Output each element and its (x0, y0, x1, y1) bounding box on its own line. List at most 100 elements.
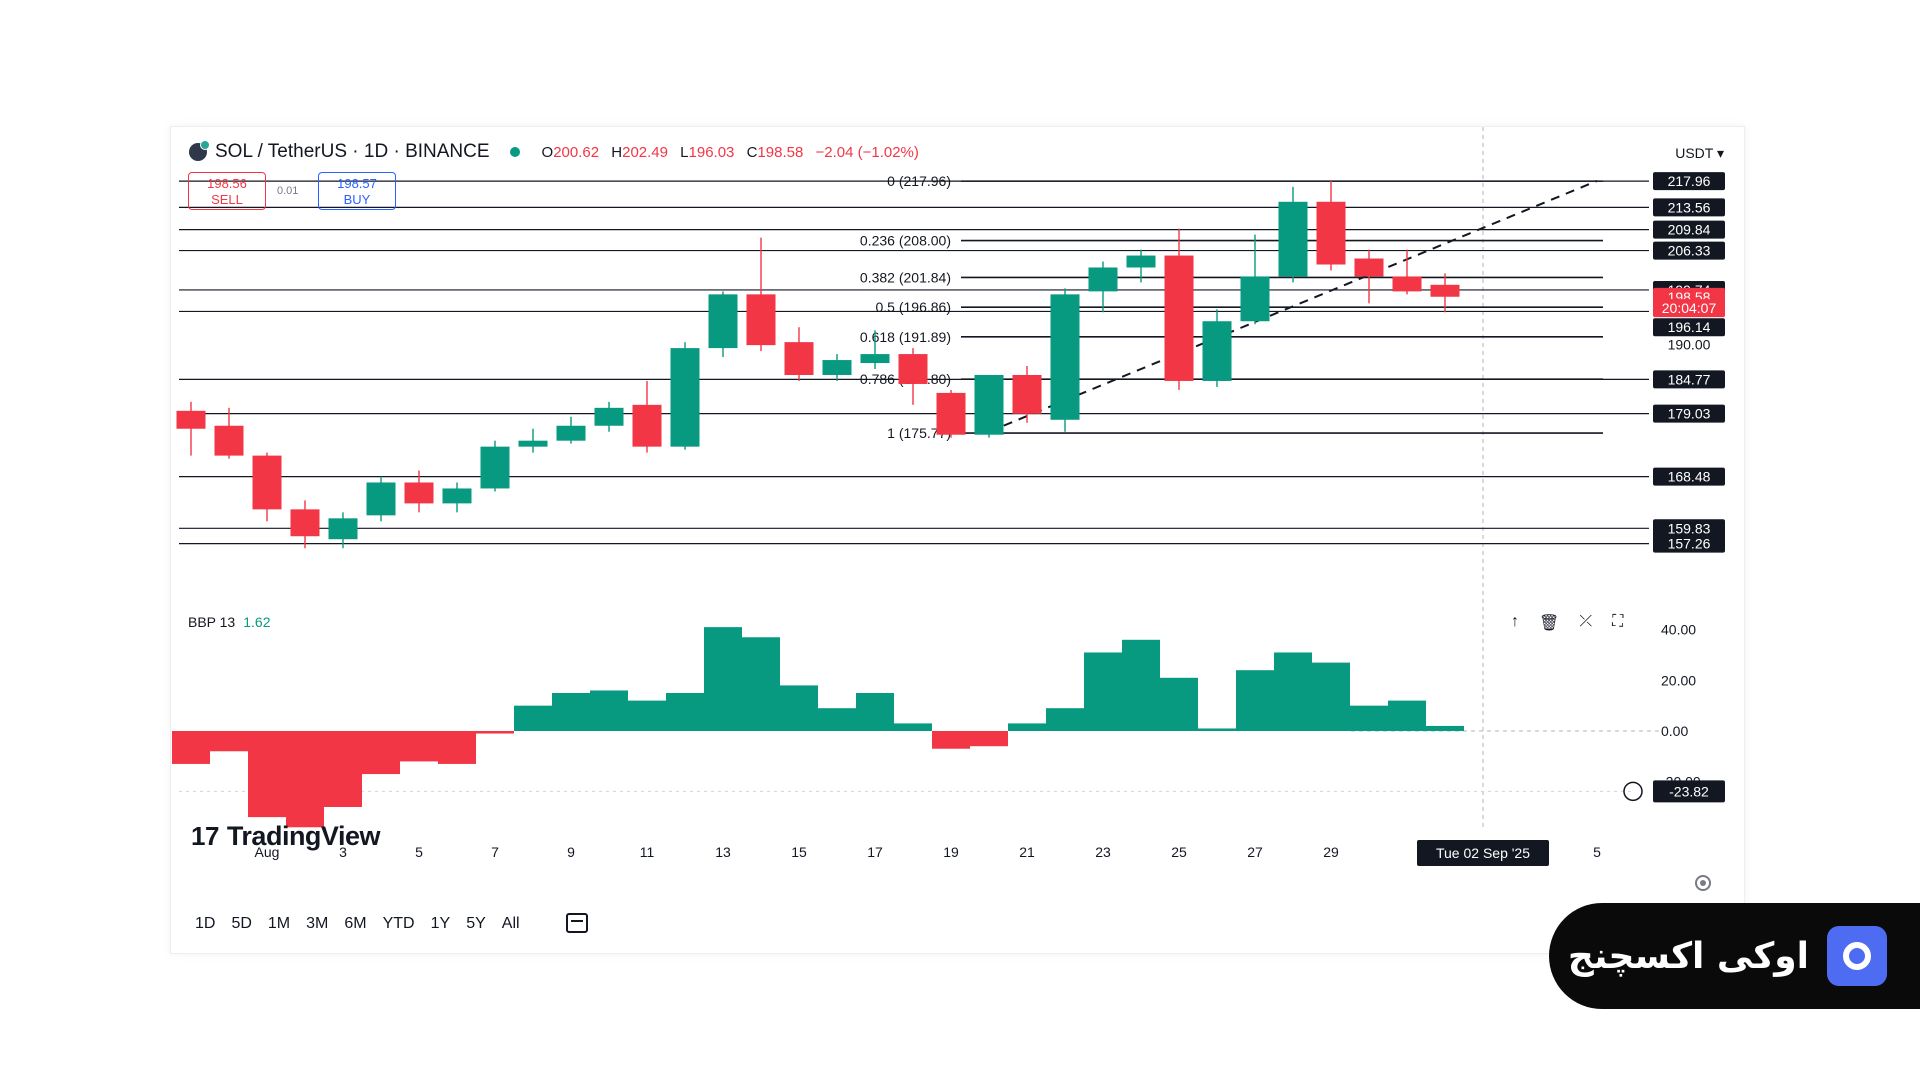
close-value: 198.58 (757, 143, 804, 161)
candle-body (898, 354, 928, 384)
candle-body (822, 360, 852, 375)
bbp-bar (362, 731, 400, 775)
maximize-icon[interactable]: ⛶ (1612, 613, 1624, 630)
bbp-bar (742, 637, 780, 731)
x-axis-tick-label: 27 (1247, 844, 1263, 860)
price-axis-tag (1653, 318, 1725, 337)
bbp-bar (1388, 700, 1426, 731)
pane-tools: ↑ 🗑 ⤫ ⛶ (1511, 613, 1623, 633)
price-axis-tag (1653, 172, 1725, 191)
price-axis-tag (1653, 404, 1725, 423)
candle-body (480, 446, 510, 489)
sell-button[interactable]: 198.56 SELL (188, 172, 266, 210)
bbp-bar (172, 731, 210, 764)
x-axis-tick-label: 5 (1593, 844, 1601, 860)
candle-body (670, 348, 700, 447)
high-value: 202.49 (622, 143, 668, 161)
period-6m[interactable]: 6M (344, 915, 367, 932)
candle-body (1050, 294, 1080, 420)
indicator-legend: BBP 13 1.62 (188, 614, 270, 630)
bbp-bar (1122, 639, 1160, 731)
bbp-bar (552, 693, 590, 731)
chart-card: 0 (217.96) 0.236 (208.00) 0.382 (201.84) 0.… (170, 126, 1745, 954)
price-axis-tag (1653, 534, 1725, 553)
bbp-bar (324, 731, 362, 807)
x-axis-tick-label: 13 (715, 844, 731, 860)
candle-body (328, 518, 358, 540)
buy-price: 198.57 (337, 176, 377, 191)
bbp-bar (1046, 708, 1084, 731)
price-axis-label: 168.48 (1668, 469, 1711, 485)
fib-level-label: 0.382 (201.84) (860, 269, 951, 285)
bbp-bar (856, 693, 894, 731)
candle-body (632, 404, 662, 447)
candle-body (404, 482, 434, 504)
price-axis-tag (1653, 370, 1725, 389)
price-axis-tag (1653, 467, 1725, 486)
trash-icon[interactable]: 🗑 (1539, 615, 1560, 632)
bbp-bar (210, 731, 248, 752)
buy-button[interactable]: 198.57 BUY (318, 172, 396, 210)
collapse-icon[interactable]: ⤫ (1579, 613, 1593, 630)
x-axis-tick-label: 19 (943, 844, 959, 860)
candle-body (1012, 374, 1042, 414)
price-axis-label: 217.96 (1668, 173, 1711, 189)
price-chart[interactable]: 0 (217.96) 0.236 (208.00) 0.382 (201.84) 0.… (171, 127, 1744, 867)
symbol-logo-icon (189, 140, 210, 161)
price-axis-tag (1653, 241, 1725, 260)
candle-body (1430, 284, 1460, 297)
bbp-bar (1312, 662, 1350, 731)
candle-body (708, 294, 738, 349)
symbol-title[interactable]: SOL / TetherUS · 1D · BINANCE (215, 141, 490, 162)
bbp-bar (970, 731, 1008, 747)
bbp-bar (1274, 652, 1312, 731)
x-axis-tick-label: Aug (255, 844, 280, 860)
calendar-range-icon[interactable] (566, 913, 588, 933)
change-value: −2.04 (−1.02%) (815, 143, 919, 161)
price-axis-tag (1653, 198, 1725, 217)
candle-body (784, 342, 814, 375)
period-5y[interactable]: 5Y (466, 915, 486, 932)
bbp-bar (438, 731, 476, 764)
period-5d[interactable]: 5D (231, 915, 252, 932)
price-axis-label: 179.03 (1668, 406, 1711, 422)
bbp-bar (704, 627, 742, 731)
x-axis-tick-label: 9 (567, 844, 575, 860)
period-all[interactable]: All (501, 915, 520, 932)
price-axis-label: 20:04:07 (1662, 300, 1717, 316)
candle-body (1316, 201, 1346, 265)
period-3m[interactable]: 3M (306, 915, 329, 932)
price-axis-label: 209.84 (1668, 222, 1711, 238)
price-axis-tag (1653, 519, 1725, 538)
gear-icon[interactable] (1695, 875, 1711, 891)
period-1y[interactable]: 1Y (430, 915, 451, 932)
currency-selector[interactable]: USDT ▾ (1675, 145, 1724, 161)
crosshair-date-tag (1417, 840, 1549, 866)
bbp-bar (1008, 723, 1046, 731)
candle-body (1202, 321, 1232, 381)
period-1d[interactable]: 1D (195, 915, 216, 932)
fib-level-label: 0.5 (196.86) (876, 299, 952, 315)
bbp-bar (1160, 677, 1198, 731)
x-axis-tick-label: 7 (491, 844, 499, 860)
candle-body (252, 455, 282, 510)
arrow-up-icon[interactable]: ↑ (1511, 613, 1519, 630)
bbp-bar (628, 700, 666, 731)
x-axis-tick-label: 29 (1323, 844, 1339, 860)
period-1m[interactable]: 1M (267, 915, 291, 932)
candle-body (1126, 255, 1156, 268)
price-axis-label: 213.56 (1668, 199, 1711, 215)
price-axis-label: 190.00 (1668, 337, 1711, 353)
bbp-bar (590, 690, 628, 731)
candle-body (746, 294, 776, 346)
candle-body (594, 407, 624, 426)
x-axis-tick-label: 21 (1019, 844, 1035, 860)
period-ytd[interactable]: YTD (382, 915, 415, 932)
candle-body (974, 374, 1004, 435)
brand-logo-icon (1827, 926, 1887, 986)
bbp-bar (818, 708, 856, 731)
bbp-axis-label: 20.00 (1661, 672, 1696, 688)
x-axis-tick-label: 15 (791, 844, 807, 860)
bbp-marker-label: -23.82 (1669, 783, 1709, 799)
market-status-icon (509, 147, 520, 157)
